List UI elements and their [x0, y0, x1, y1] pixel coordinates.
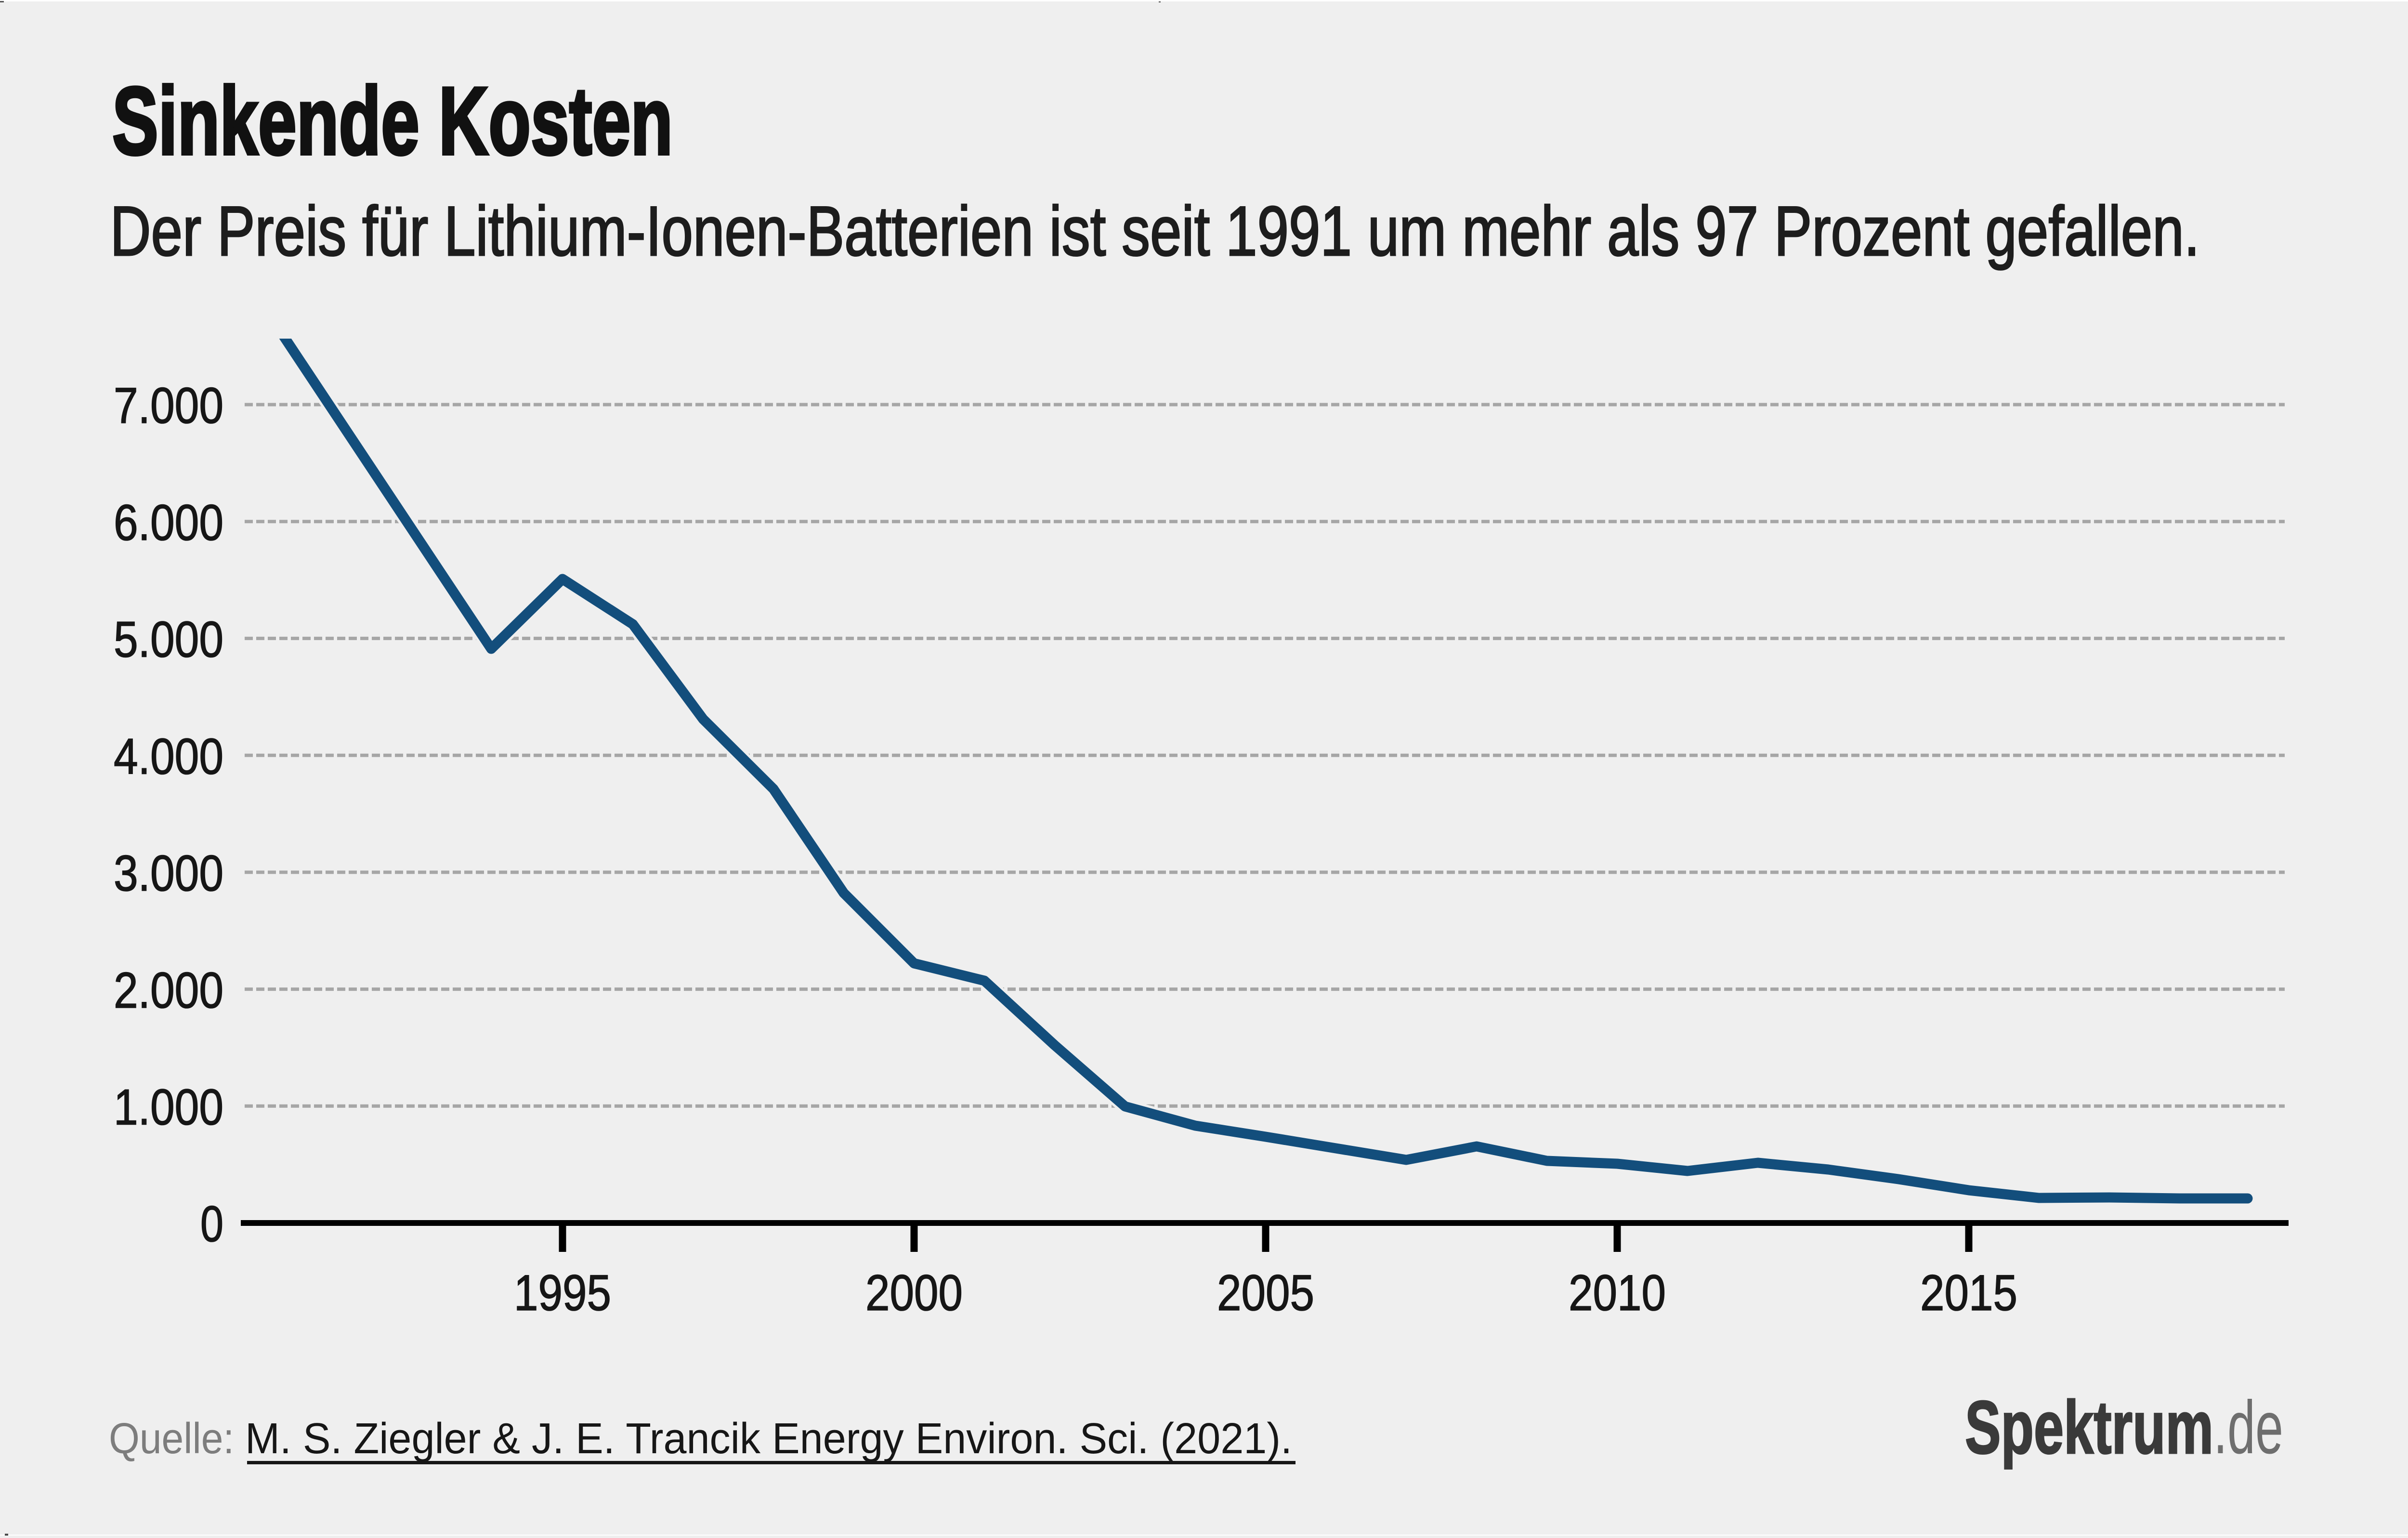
svg-text:2000: 2000	[865, 1265, 963, 1321]
svg-text:5.000: 5.000	[114, 612, 223, 668]
svg-text:4.000: 4.000	[114, 728, 223, 785]
svg-text:3.000: 3.000	[114, 845, 223, 902]
svg-text:Der Preis für Lithium-Ionen-Ba: Der Preis für Lithium-Ionen-Batterien is…	[110, 192, 2200, 270]
svg-text:Sinkende Kosten: Sinkende Kosten	[112, 67, 673, 175]
svg-text:0: 0	[200, 1196, 223, 1252]
svg-text:7.000: 7.000	[114, 378, 223, 434]
svg-text:2010: 2010	[1569, 1265, 1666, 1321]
svg-text:2005: 2005	[1217, 1265, 1314, 1321]
svg-text:2015: 2015	[1920, 1265, 2017, 1321]
svg-text:1995: 1995	[514, 1265, 611, 1321]
svg-text:6.000: 6.000	[114, 495, 223, 551]
svg-text:2.000: 2.000	[114, 962, 223, 1019]
svg-text:Quelle: M. S. Ziegler & J: Quelle: M. S. Ziegler & J. E. Trancik En…	[109, 1415, 1292, 1463]
svg-text:Spektrum.de: Spektrum.de	[1965, 1386, 2283, 1470]
svg-text:1.000: 1.000	[114, 1079, 223, 1136]
